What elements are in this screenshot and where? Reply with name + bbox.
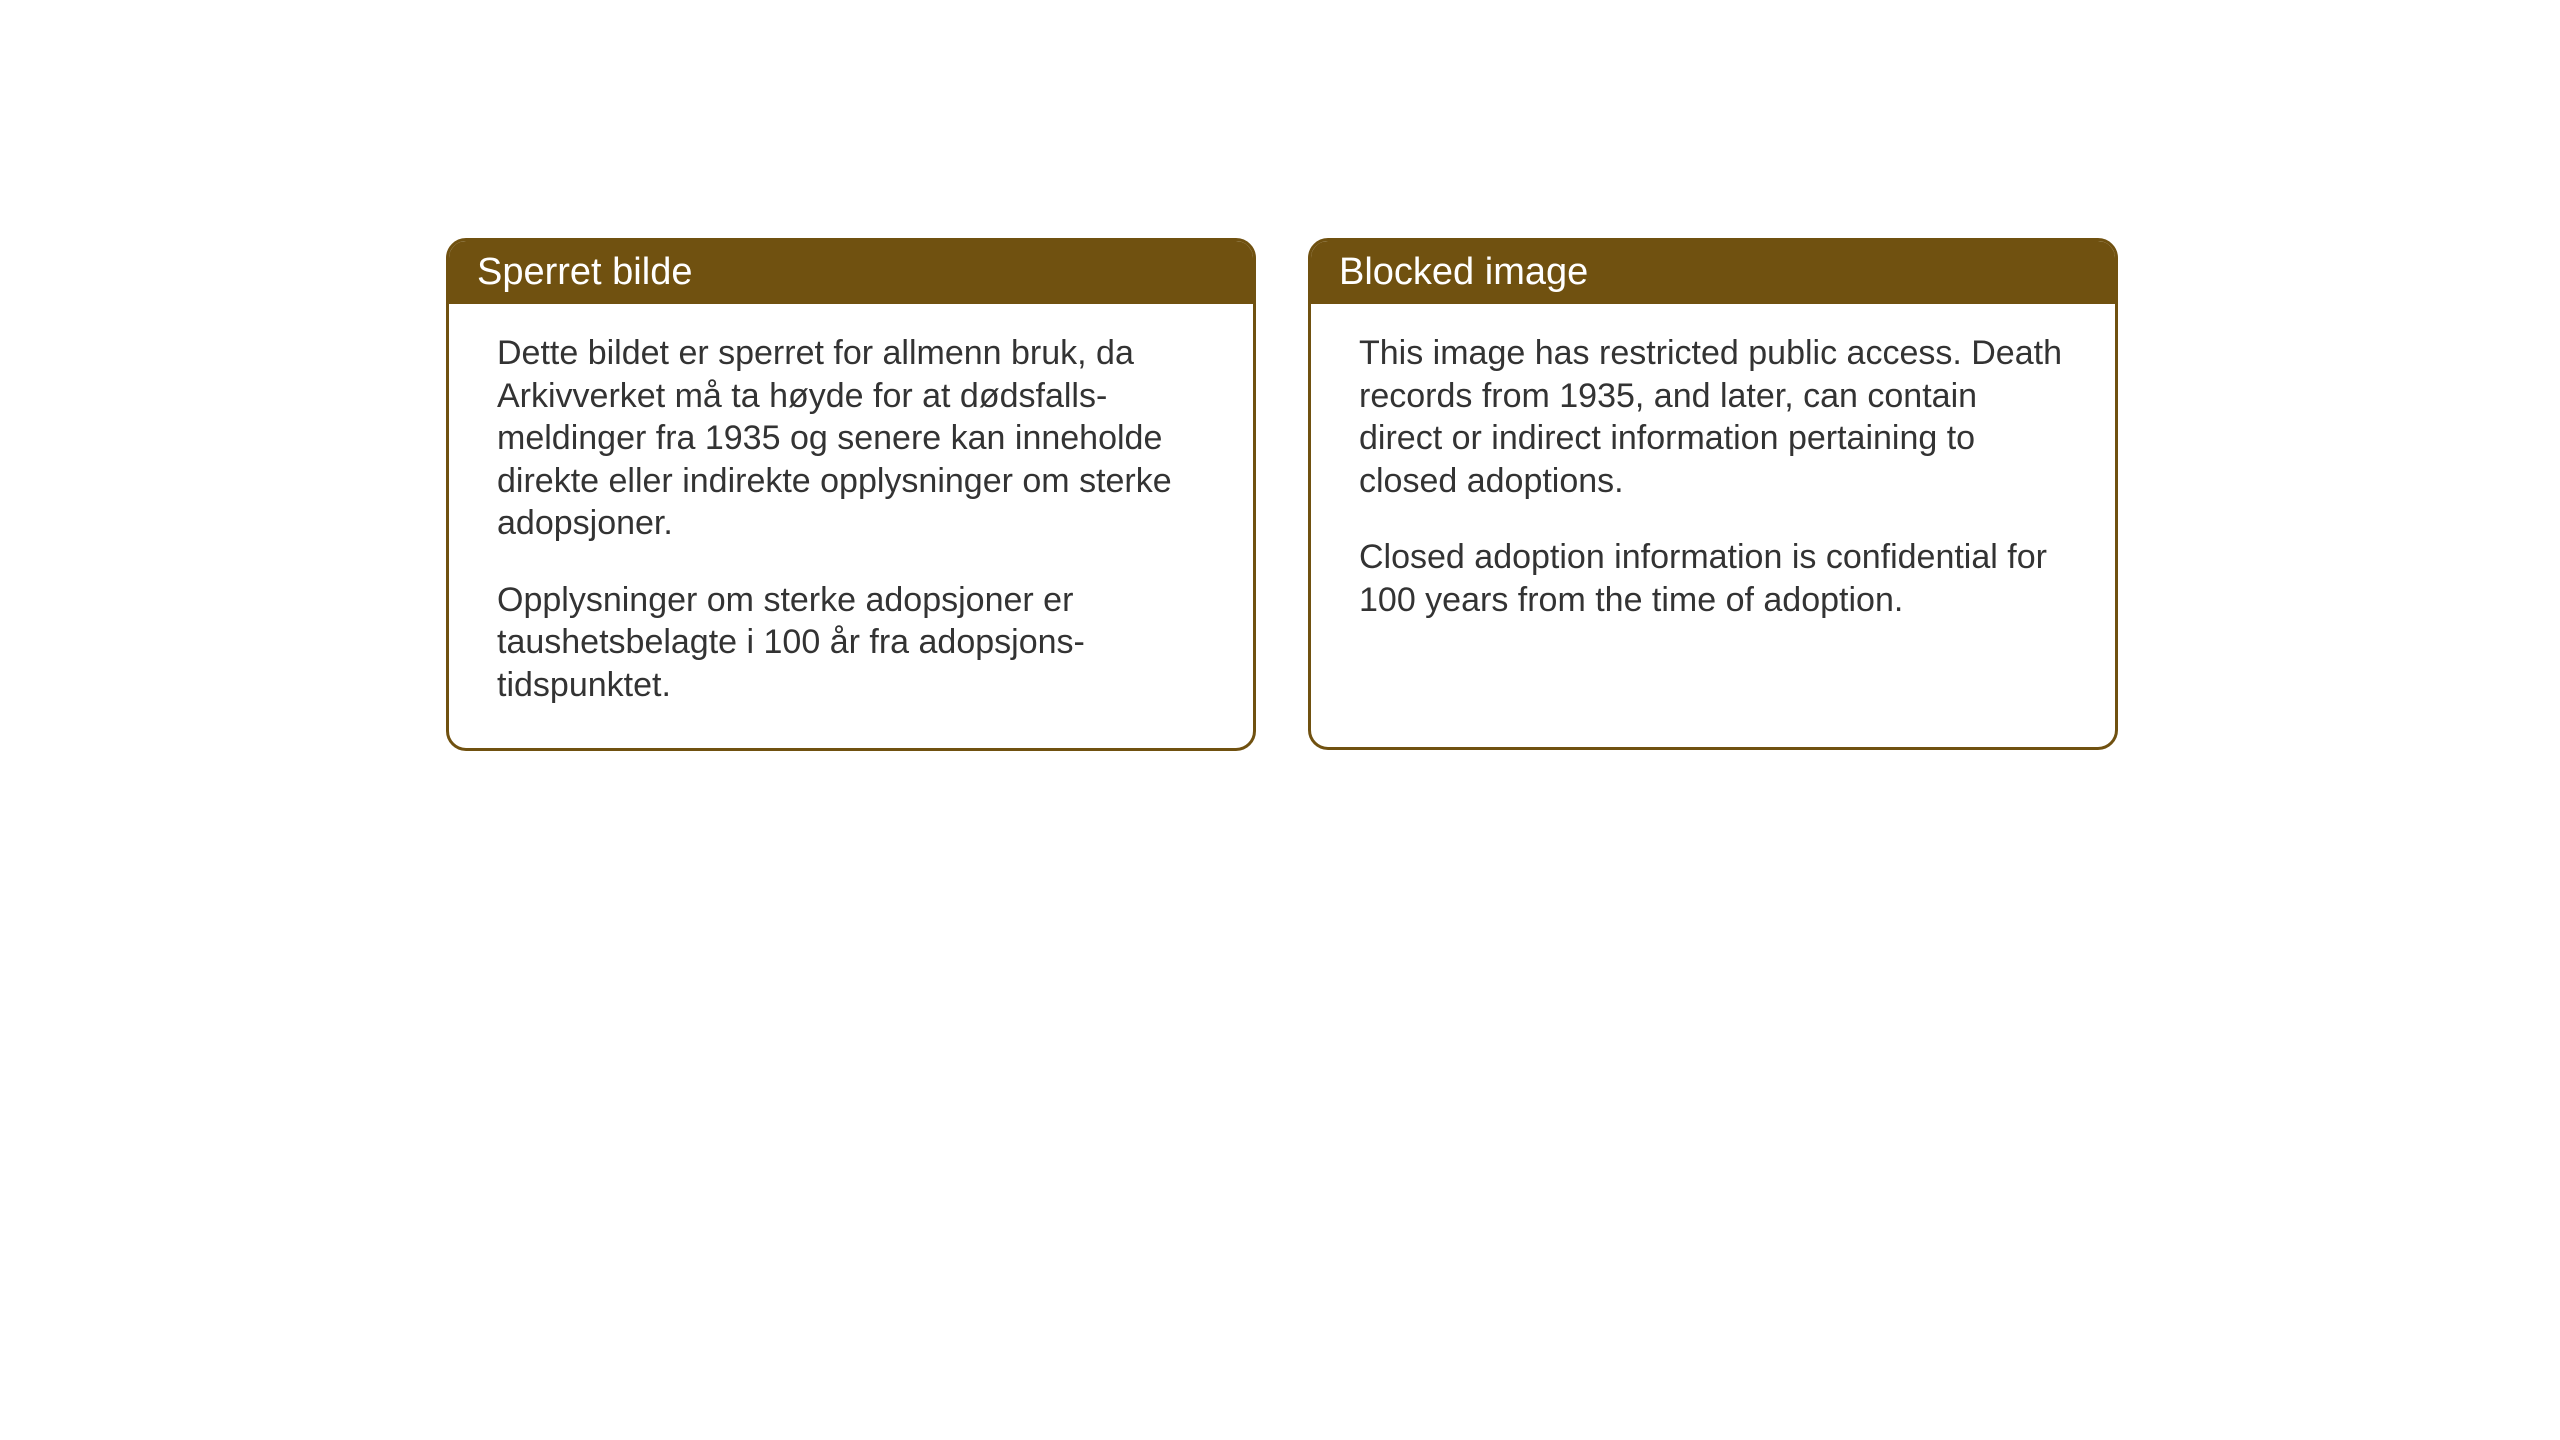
card-body-norwegian: Dette bildet er sperret for allmenn bruk… (449, 304, 1253, 748)
card-header-english: Blocked image (1311, 241, 2115, 304)
card-title-english: Blocked image (1339, 251, 1588, 293)
card-header-norwegian: Sperret bilde (449, 241, 1253, 304)
notice-card-english: Blocked image This image has restricted … (1308, 238, 2118, 750)
card-paragraph-2-norwegian: Opplysninger om sterke adopsjoner er tau… (497, 579, 1205, 707)
card-title-norwegian: Sperret bilde (477, 251, 692, 293)
card-body-english: This image has restricted public access.… (1311, 304, 2115, 663)
notice-cards-container: Sperret bilde Dette bildet er sperret fo… (446, 238, 2118, 751)
card-paragraph-2-english: Closed adoption information is confident… (1359, 536, 2067, 621)
card-paragraph-1-norwegian: Dette bildet er sperret for allmenn bruk… (497, 332, 1205, 545)
notice-card-norwegian: Sperret bilde Dette bildet er sperret fo… (446, 238, 1256, 751)
card-paragraph-1-english: This image has restricted public access.… (1359, 332, 2067, 502)
